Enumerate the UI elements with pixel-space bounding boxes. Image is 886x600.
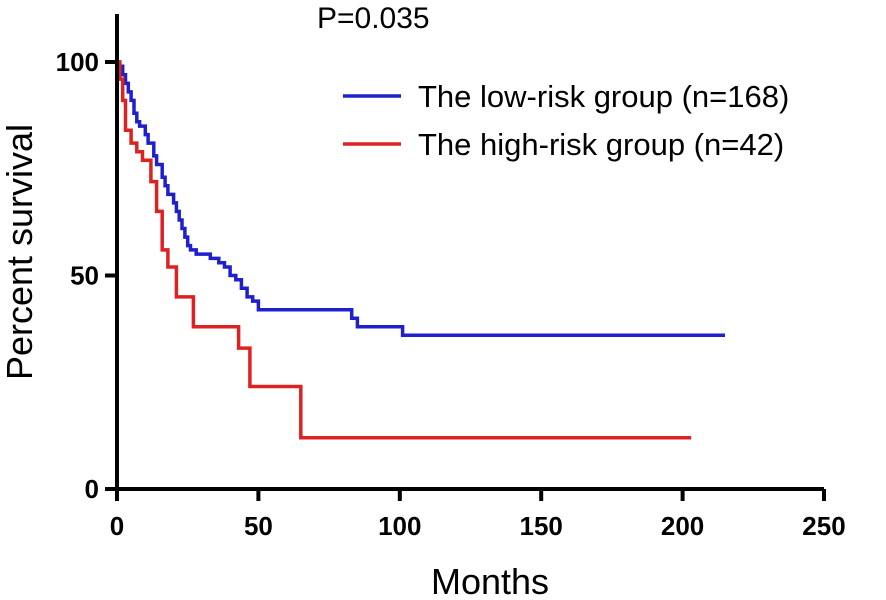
legend-label-low-risk: The low-risk group (n=168) <box>418 79 789 114</box>
x-tick-label-50: 50 <box>244 511 273 541</box>
legend: The low-risk group (n=168) The high-risk … <box>343 79 789 162</box>
low-risk-series-line <box>117 60 725 338</box>
x-tick-label-150: 150 <box>520 511 563 541</box>
ticks-layer: 0 50 100 150 200 250 0 50 100 <box>56 47 846 541</box>
x-tick-label-250: 250 <box>802 511 845 541</box>
high-risk-series-line <box>117 60 692 440</box>
y-axis-title: Percent survival <box>0 124 40 380</box>
x-tick-label-200: 200 <box>661 511 704 541</box>
p-value-annotation: P=0.035 <box>317 2 430 35</box>
y-tick-label-0: 0 <box>85 474 99 504</box>
y-tick-label-100: 100 <box>56 47 99 77</box>
legend-label-high-risk: The high-risk group (n=42) <box>418 127 784 162</box>
x-tick-label-0: 0 <box>110 511 124 541</box>
series-layer <box>117 60 725 440</box>
x-axis-title: Months <box>431 561 549 600</box>
y-tick-label-50: 50 <box>70 261 99 291</box>
x-tick-label-100: 100 <box>378 511 421 541</box>
